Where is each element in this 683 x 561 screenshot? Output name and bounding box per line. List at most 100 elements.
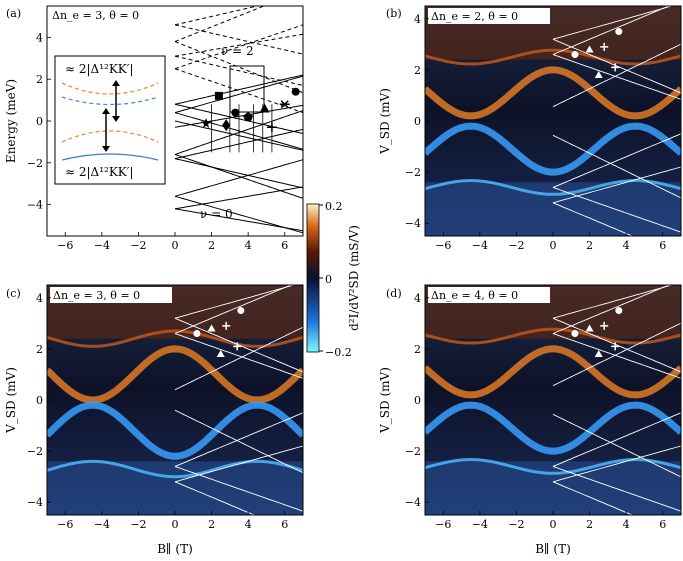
y-tick-label: 0 — [414, 115, 421, 128]
theory-line — [174, 465, 303, 512]
white-circle-marker — [237, 307, 245, 315]
theory-line — [552, 333, 681, 379]
panel-a-inset: ≈ 2|Δ¹²KK′| ≈ 2|Δ¹²KK′| — [54, 55, 166, 185]
diamond-marker — [222, 119, 231, 132]
inset-lower-orange-dashed — [61, 130, 159, 143]
theory-line — [174, 412, 303, 467]
y-tick-label: 4 — [414, 13, 421, 26]
x-tick-label: 6 — [281, 239, 288, 252]
theory-line — [174, 481, 256, 515]
panel-c-bands — [47, 285, 303, 515]
theory-line — [174, 333, 303, 379]
white-cross-marker — [600, 321, 609, 330]
theory-line — [552, 6, 674, 40]
panel-b-title-box — [428, 8, 550, 24]
x-tick-label: −4 — [94, 239, 110, 252]
white-cross-marker — [600, 42, 609, 51]
axes-ticks: −6 −4 −2 0 2 4 6 −4 −2 0 2 4 −6 −4 −2 0 2 4 6 −4 −2 0 2 4 −6 −4 −2… — [27, 13, 666, 531]
level-solid-lower — [174, 154, 303, 199]
pentagon-marker — [243, 111, 254, 121]
theory-line — [552, 445, 681, 483]
x-tick-label: −4 — [472, 239, 488, 252]
cross-marker — [266, 122, 277, 133]
y-tick-label: 0 — [36, 115, 43, 128]
x-tick-label: 6 — [281, 518, 288, 531]
x-tick-label: 0 — [550, 518, 557, 531]
inset-upper-orange-dashed — [61, 82, 159, 95]
white-triangle-marker — [585, 45, 594, 53]
panel-b-letter: (b) — [386, 7, 402, 20]
y-tick-label: −2 — [405, 166, 421, 179]
theory-line-inner — [552, 43, 681, 108]
white-triangle-marker — [207, 324, 216, 332]
y-tick-label: 4 — [36, 31, 43, 44]
square-marker — [214, 91, 223, 100]
blue-band-faint — [47, 459, 303, 479]
y-tick-label: 4 — [414, 292, 421, 305]
orange-band-faint — [47, 329, 303, 348]
white-circle-marker — [571, 330, 579, 338]
triangle-marker — [259, 103, 270, 113]
panel-d-letter: (d) — [386, 287, 402, 300]
colorbar-label: d²I/dV²SD (mS/V) — [347, 225, 361, 331]
panel-b-ylabel: V_SD (mV) — [378, 88, 392, 155]
x-tick-label: 2 — [208, 239, 215, 252]
panel-a-curves — [174, 6, 303, 234]
level-solid-bottom — [174, 186, 303, 210]
theory-line-inner — [552, 413, 681, 478]
level-solid-lower — [174, 158, 303, 189]
white-circle-marker — [193, 330, 201, 338]
orange-band — [47, 345, 303, 404]
theory-line — [174, 317, 303, 373]
panel-a-title: Δn_e = 3, θ = 0 — [52, 9, 139, 22]
theory-line — [552, 133, 681, 188]
x-tick-label: 0 — [172, 518, 179, 531]
panel-a-ylabel: Energy (meV) — [4, 79, 18, 163]
x-tick-label: 6 — [659, 239, 666, 252]
theory-line — [552, 166, 681, 204]
white-triangle-marker — [594, 71, 603, 78]
star-marker — [201, 118, 212, 129]
y-tick-label: −2 — [27, 445, 43, 458]
theory-line-inner — [552, 134, 681, 199]
x-tick-label: 4 — [623, 239, 630, 252]
panel-a: ≈ 2|Δ¹²KK′| ≈ 2|Δ¹²KK′| ν = 2 ν = 0 Δn_e… — [4, 5, 304, 237]
y-tick-label: 2 — [36, 343, 43, 356]
y-tick-label: −4 — [27, 199, 43, 212]
theory-line — [552, 186, 681, 233]
y-tick-label: 2 — [414, 64, 421, 77]
orange-band-faint — [425, 48, 681, 66]
colorbar-tick-label-top: 0.2 — [325, 200, 343, 213]
panel-d-xlabel: B∥ (T) — [535, 542, 571, 556]
y-tick-label: −2 — [27, 157, 43, 170]
y-tick-label: −4 — [27, 496, 43, 509]
panel-c-letter: (c) — [6, 287, 21, 300]
inset-lower-text: ≈ 2|Δ¹²KK′| — [65, 165, 134, 179]
panel-d-title-box — [428, 287, 550, 303]
white-circle-marker — [615, 307, 623, 315]
blue-band-faint — [425, 178, 681, 196]
level-dashed-upper — [174, 6, 266, 42]
panel-d-title: Δn_e = 4, θ = 0 — [431, 289, 518, 302]
x-tick-label: 4 — [245, 239, 252, 252]
level-solid — [174, 74, 303, 105]
panel-c: Δn_e = 3, θ = 0 (c) V_SD (mV) B∥ (T) — [4, 284, 304, 556]
orange-band — [425, 345, 681, 399]
theory-line — [552, 285, 674, 319]
blue-band-faint — [425, 457, 681, 475]
nu-0-label: ν = 0 — [200, 207, 233, 221]
orange-band — [425, 66, 681, 120]
y-tick-label: −4 — [405, 496, 421, 509]
circle-marker — [231, 108, 240, 117]
theory-line-inner — [174, 409, 303, 474]
panel-a-letter: (a) — [6, 7, 21, 20]
level-dashed-mid — [174, 55, 303, 86]
x-tick-label: 0 — [550, 239, 557, 252]
theory-line-inner — [552, 322, 681, 387]
level-dashed-upper — [174, 41, 303, 94]
cool-region — [47, 461, 303, 515]
level-dashed-upper — [174, 24, 303, 55]
orange-band-faint — [425, 327, 681, 345]
colorbar-tick-label-mid: 0 — [325, 273, 332, 286]
theory-line — [552, 465, 681, 512]
